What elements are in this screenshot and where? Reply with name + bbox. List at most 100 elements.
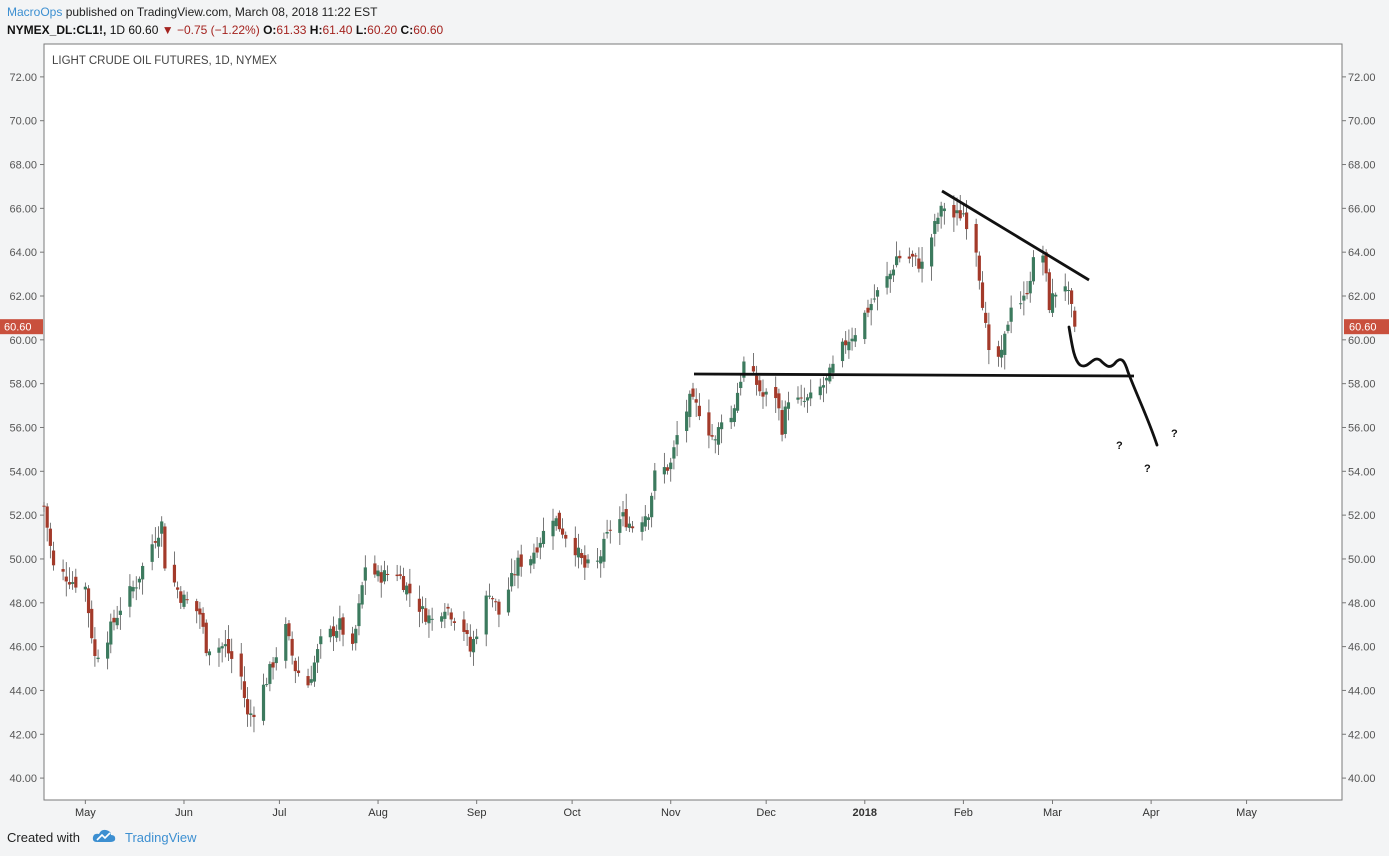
candle-body — [599, 556, 603, 564]
candle-body — [1054, 294, 1058, 297]
candle-body — [195, 601, 199, 612]
candle-body — [557, 512, 561, 530]
y-tick-label: 44.00 — [1348, 685, 1376, 697]
candle-body — [417, 598, 422, 612]
candle-body — [513, 574, 517, 576]
candle-body — [809, 392, 813, 399]
candle-body — [109, 621, 113, 645]
candle-body — [51, 550, 56, 566]
candle-body — [261, 684, 266, 721]
candle-body — [112, 617, 116, 623]
candle-body — [405, 585, 409, 595]
candle-body — [207, 651, 212, 656]
x-tick-label: Jul — [272, 807, 286, 819]
candle-body — [341, 617, 345, 635]
tradingview-link[interactable]: TradingView — [125, 830, 197, 845]
candle-body — [1019, 303, 1023, 305]
candle-body — [869, 304, 873, 311]
candle-body — [554, 518, 558, 527]
candle-body — [930, 237, 934, 267]
candle-body — [290, 638, 294, 656]
y-tick-label: 60.00 — [9, 335, 37, 347]
down-triangle-icon: ▼ — [161, 23, 174, 37]
candle-body — [805, 397, 810, 401]
candle-body — [1044, 252, 1048, 274]
candle-body — [306, 676, 310, 686]
candle-body — [249, 713, 253, 716]
symbol-price: 60.60 — [128, 23, 159, 37]
candle-body — [379, 572, 383, 583]
candle-body — [160, 521, 164, 534]
candle-body — [821, 385, 826, 388]
candle-body — [831, 363, 835, 373]
candle-body — [490, 598, 495, 600]
candle-body — [653, 470, 657, 491]
candle-body — [516, 557, 520, 576]
y-tick-label: 58.00 — [1348, 379, 1376, 391]
candle-body — [535, 547, 539, 553]
candle-body — [751, 366, 756, 372]
x-tick-label: 2018 — [853, 807, 877, 819]
candle-body — [774, 386, 778, 399]
candle-body — [844, 340, 848, 346]
candle-body — [818, 386, 822, 396]
x-tick-label: Feb — [954, 807, 973, 819]
candle-body — [153, 541, 157, 543]
close-value: 60.60 — [413, 23, 444, 37]
candle-body — [204, 622, 208, 654]
candle-body — [398, 574, 402, 576]
candle-body — [67, 582, 72, 585]
candle-body — [465, 630, 469, 635]
created-with-text: Created with — [7, 830, 80, 845]
y-tick-label: 72.00 — [1348, 72, 1376, 84]
y-tick-label: 62.00 — [9, 291, 37, 303]
candle-body — [350, 633, 355, 644]
author-link[interactable]: MacroOps — [7, 5, 63, 19]
candle-body — [850, 338, 854, 342]
y-tick-label: 46.00 — [9, 642, 37, 654]
candle-body — [786, 402, 791, 409]
last-price-label-right: 60.60 — [1349, 322, 1377, 334]
projected-path — [1067, 325, 1159, 447]
candle-body — [640, 522, 644, 532]
candle-body — [430, 618, 434, 620]
candle-body — [755, 375, 759, 385]
high-value: 61.40 — [322, 23, 353, 37]
y-axis-left: 40.00 42.00 44.00 46.00 48.00 50.00 52.00 54.00… — [9, 72, 44, 785]
candle-body — [128, 586, 132, 607]
candle-body — [688, 393, 692, 417]
candle-body — [996, 346, 1001, 357]
candle-body — [201, 612, 205, 627]
candle-body — [964, 212, 969, 230]
support-line — [693, 372, 1135, 378]
candle-body — [974, 224, 978, 253]
candle-body — [939, 205, 943, 217]
candle-body — [646, 517, 651, 520]
candle-body — [802, 400, 806, 402]
candle-body — [134, 587, 138, 589]
candle-body — [685, 411, 689, 431]
candle-body — [1031, 257, 1036, 282]
candle-body — [984, 312, 988, 323]
candle-body — [742, 361, 746, 378]
candle-body — [866, 307, 870, 313]
y-tick-label: 54.00 — [9, 466, 37, 478]
plot-area[interactable] — [43, 43, 1343, 801]
candle-body — [853, 335, 857, 342]
low-value: 60.20 — [367, 23, 398, 37]
y-tick-label: 66.00 — [9, 203, 37, 215]
candle-body — [573, 537, 577, 556]
candle-body — [182, 594, 186, 607]
candle-body — [506, 589, 511, 613]
candle-body — [564, 534, 568, 539]
x-tick-label: Jun — [175, 807, 193, 819]
price-chart[interactable]: LIGHT CRUDE OIL FUTURES, 1D, NYMEX 40.00… — [0, 42, 1389, 824]
candle-body — [319, 636, 323, 645]
candle-body — [42, 505, 46, 507]
candle-body — [952, 204, 956, 218]
candle-body — [551, 520, 555, 537]
candle-body — [1006, 324, 1010, 331]
symbol-bar: NYMEX_DL:CL1!, 1D 60.60 ▼ −0.75 (−1.22%)… — [7, 21, 443, 39]
candle-body — [176, 587, 180, 590]
candle-body — [118, 610, 122, 615]
